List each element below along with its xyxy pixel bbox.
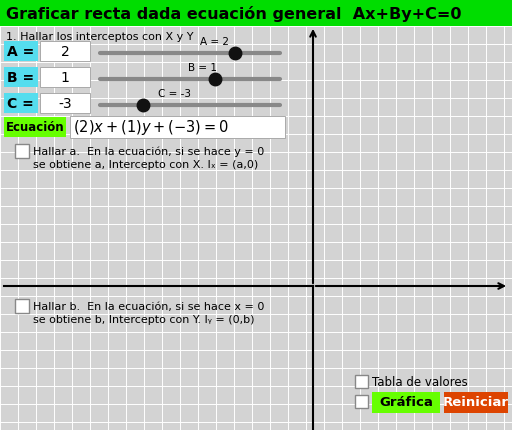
FancyBboxPatch shape <box>40 68 90 88</box>
Text: 1. Hallar los interceptos con X y Y: 1. Hallar los interceptos con X y Y <box>6 32 194 42</box>
FancyBboxPatch shape <box>4 94 38 114</box>
FancyBboxPatch shape <box>40 94 90 114</box>
Text: Hallar a.  En la ecuación, si se hace y = 0: Hallar a. En la ecuación, si se hace y =… <box>33 146 264 157</box>
Text: A = 2: A = 2 <box>200 37 229 47</box>
Text: se obtiene a, Intercepto con X. Iₓ = (a,0): se obtiene a, Intercepto con X. Iₓ = (a,… <box>33 160 258 169</box>
Text: B = 1: B = 1 <box>188 63 217 73</box>
FancyBboxPatch shape <box>40 42 90 62</box>
FancyBboxPatch shape <box>355 395 368 408</box>
Text: C =: C = <box>7 97 34 111</box>
FancyBboxPatch shape <box>70 117 285 139</box>
Text: Hallar b.  En la ecuación, si se hace x = 0: Hallar b. En la ecuación, si se hace x =… <box>33 301 264 311</box>
Text: se obtiene b, Intercepto con Y. Iᵧ = (0,b): se obtiene b, Intercepto con Y. Iᵧ = (0,… <box>33 314 254 324</box>
FancyBboxPatch shape <box>4 68 38 88</box>
Text: 2: 2 <box>60 45 69 59</box>
FancyBboxPatch shape <box>15 144 29 159</box>
Text: Tabla de valores: Tabla de valores <box>372 376 468 389</box>
Text: Reiniciar: Reiniciar <box>443 396 509 408</box>
FancyBboxPatch shape <box>372 392 440 413</box>
Text: A =: A = <box>7 45 34 59</box>
FancyBboxPatch shape <box>15 299 29 313</box>
FancyBboxPatch shape <box>0 0 512 27</box>
Text: Ecuación: Ecuación <box>6 121 65 134</box>
Text: Graficar recta dada ecuación general  Ax+By+C=0: Graficar recta dada ecuación general Ax+… <box>6 6 461 22</box>
FancyBboxPatch shape <box>444 392 508 413</box>
FancyBboxPatch shape <box>4 42 38 62</box>
FancyBboxPatch shape <box>4 118 66 138</box>
Text: -3: -3 <box>58 97 72 111</box>
Text: 1: 1 <box>60 71 70 85</box>
Text: C = -3: C = -3 <box>158 89 191 99</box>
FancyBboxPatch shape <box>355 375 368 388</box>
Text: Gráfica: Gráfica <box>379 396 433 408</box>
Text: B =: B = <box>7 71 34 85</box>
Text: $(2)x + (1)y + (-3) = 0$: $(2)x + (1)y + (-3) = 0$ <box>73 118 229 137</box>
